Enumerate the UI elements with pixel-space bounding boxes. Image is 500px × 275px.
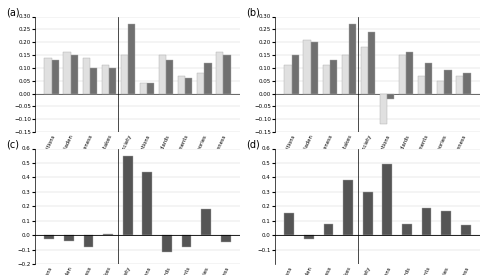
Bar — [44, 235, 54, 240]
Bar — [422, 208, 432, 235]
Text: Epistemology: Epistemology — [59, 188, 102, 193]
Bar — [82, 57, 90, 94]
Text: (d): (d) — [246, 139, 260, 149]
Bar — [444, 70, 452, 94]
Bar — [64, 53, 70, 94]
Bar — [402, 224, 412, 235]
Bar — [292, 55, 299, 94]
Bar — [162, 235, 172, 252]
Text: (a): (a) — [6, 7, 20, 17]
Bar — [109, 68, 116, 94]
Bar — [202, 209, 211, 235]
Bar — [349, 24, 356, 94]
Bar — [304, 235, 314, 240]
Bar — [425, 63, 432, 94]
Bar — [128, 24, 135, 94]
Bar — [70, 55, 78, 94]
Bar — [197, 73, 204, 94]
Bar — [342, 55, 349, 94]
Bar — [166, 60, 173, 94]
Bar — [182, 235, 192, 247]
Text: Epistemology: Epistemology — [299, 188, 342, 193]
Bar — [102, 65, 109, 94]
Bar — [343, 180, 353, 235]
Bar — [304, 40, 310, 94]
Bar — [84, 235, 94, 247]
Bar — [216, 53, 224, 94]
Bar — [406, 53, 413, 94]
Bar — [464, 73, 470, 94]
Bar — [399, 55, 406, 94]
Text: (b): (b) — [246, 7, 260, 17]
Bar — [142, 172, 152, 235]
Bar — [461, 225, 470, 235]
Bar — [360, 47, 368, 94]
Bar — [204, 63, 212, 94]
Bar — [330, 60, 337, 94]
Bar — [103, 234, 113, 235]
Legend: EXPTAL_Pretest, EXPTAL_Posttest: EXPTAL_Pretest, EXPTAL_Posttest — [328, 207, 426, 213]
Bar — [363, 192, 372, 235]
Bar — [64, 235, 74, 241]
Bar — [159, 55, 166, 94]
Bar — [387, 94, 394, 99]
Bar — [178, 76, 185, 94]
Bar — [310, 42, 318, 94]
Bar — [224, 55, 230, 94]
Bar — [442, 211, 451, 235]
Bar — [324, 224, 334, 235]
Bar — [140, 83, 147, 94]
Bar — [52, 60, 59, 94]
Bar — [368, 32, 375, 94]
Bar — [382, 164, 392, 235]
Text: Sociology: Sociology — [160, 188, 191, 193]
Bar — [284, 65, 292, 94]
Bar — [322, 65, 330, 94]
Bar — [418, 76, 425, 94]
Bar — [456, 76, 464, 94]
Bar — [120, 55, 128, 94]
Bar — [380, 94, 387, 124]
Bar — [185, 78, 192, 94]
Bar — [437, 81, 444, 94]
Bar — [44, 57, 52, 94]
Bar — [147, 83, 154, 94]
Text: Sociology: Sociology — [400, 188, 431, 193]
Bar — [123, 156, 132, 235]
Bar — [284, 213, 294, 235]
Bar — [221, 235, 230, 242]
Bar — [90, 68, 97, 94]
Legend: CONTROL_Pretest, CONTROL_Posttest: CONTROL_Pretest, CONTROL_Posttest — [83, 207, 192, 213]
Text: (c): (c) — [6, 139, 20, 149]
